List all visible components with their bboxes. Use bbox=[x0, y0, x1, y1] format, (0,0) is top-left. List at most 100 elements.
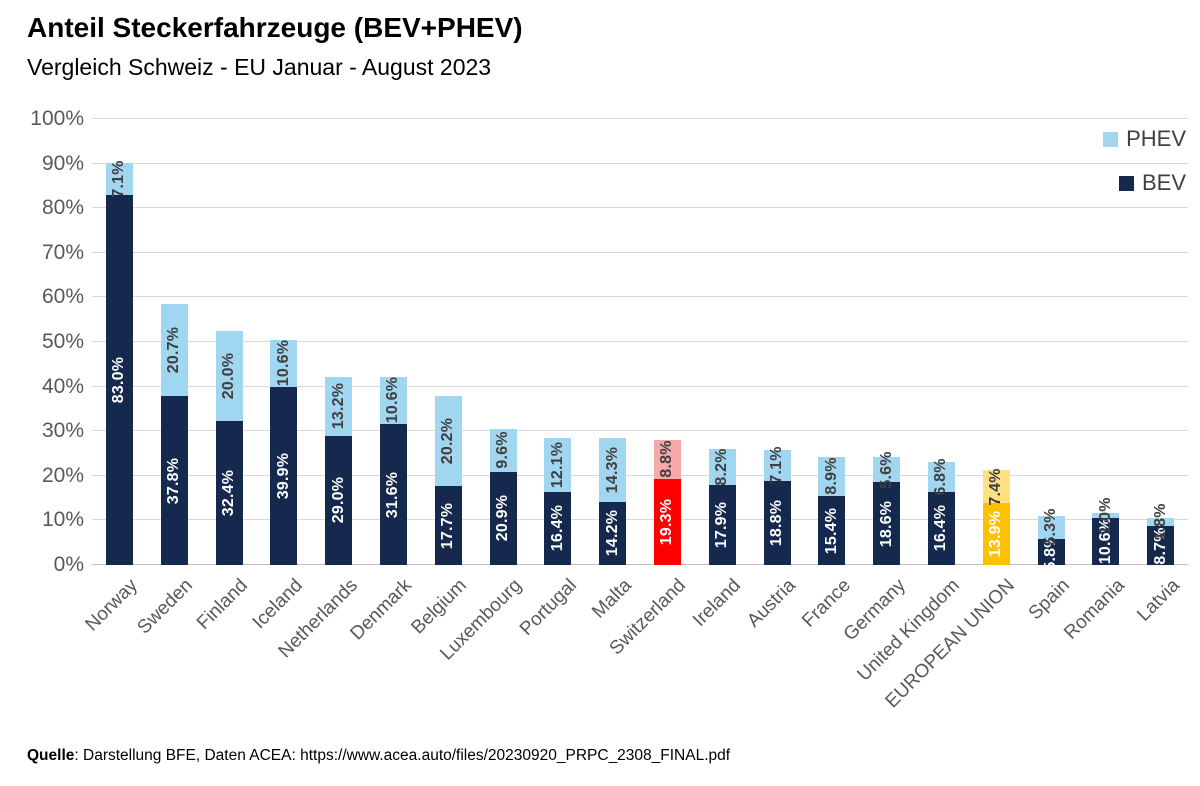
phev-segment: 20.0% bbox=[215, 331, 243, 421]
phev-value-label: 20.0% bbox=[220, 352, 237, 400]
bev-value-label: 18.6% bbox=[877, 500, 895, 547]
phev-segment: 9.6% bbox=[489, 428, 517, 472]
bar-latvia: 8.7% 1.8% bbox=[1147, 504, 1175, 565]
bar-malta: 14.2% 14.3% bbox=[599, 437, 627, 565]
bev-value-label: 19.3% bbox=[658, 498, 676, 546]
bev-value-label: 29.0% bbox=[329, 477, 347, 524]
phev-segment: 7.4% bbox=[982, 467, 1010, 506]
bev-value-label: 13.9% bbox=[987, 510, 1005, 558]
gridline-20 bbox=[92, 474, 1188, 476]
phev-segment: 12.1% bbox=[544, 437, 572, 492]
y-tick-label-30: 30% bbox=[41, 419, 84, 443]
bev-segment: 17.9% bbox=[708, 485, 736, 565]
bev-value-label: 18.8% bbox=[768, 499, 785, 547]
source-note: Quelle: Darstellung BFE, Daten ACEA: htt… bbox=[27, 747, 730, 765]
phev-segment: 5.3% bbox=[1037, 509, 1065, 546]
phev-segment: 8.9% bbox=[818, 456, 846, 497]
phev-value-label: 10.6% bbox=[274, 340, 292, 387]
bar-switzerland: 19.3% 8.8% bbox=[653, 439, 681, 565]
bev-swatch-icon bbox=[1118, 175, 1134, 191]
bev-segment: 18.6% bbox=[873, 482, 901, 565]
bev-value-label: 15.4% bbox=[822, 507, 840, 554]
phev-value-label: 7.1% bbox=[768, 446, 785, 484]
bar-united-kingdom: 16.4% 6.8% bbox=[927, 458, 955, 565]
bev-segment: 18.8% bbox=[763, 481, 791, 565]
bev-segment: 16.4% bbox=[544, 491, 572, 565]
y-tick-label-20: 20% bbox=[41, 463, 84, 487]
bar-germany: 18.6% 5.6% bbox=[873, 451, 901, 565]
bev-segment: 29.0% bbox=[325, 435, 353, 565]
gridline-80 bbox=[92, 207, 1188, 209]
phev-segment: 6.8% bbox=[927, 458, 955, 495]
bar-spain: 5.8% 5.3% bbox=[1037, 509, 1065, 571]
bar-finland: 32.4% 20.0% bbox=[215, 331, 243, 565]
phev-value-label: 13.2% bbox=[329, 383, 347, 430]
legend-label-bev: BEV bbox=[1141, 170, 1186, 195]
phev-value-label: 7.1% bbox=[110, 160, 128, 198]
bev-value-label: 37.8% bbox=[165, 457, 183, 504]
source-text: : Darstellung BFE, Daten ACEA: https://w… bbox=[74, 747, 731, 764]
phev-value-label: 6.8% bbox=[932, 458, 950, 496]
bar-romania: 10.6% 1.0% bbox=[1092, 497, 1120, 565]
phev-segment: 7.1% bbox=[105, 160, 133, 198]
bev-segment: 83.0% bbox=[105, 194, 133, 565]
bev-segment: 17.7% bbox=[434, 486, 462, 565]
bev-value-label: 32.4% bbox=[220, 469, 237, 516]
gridline-10 bbox=[92, 519, 1188, 521]
bar-luxembourg: 20.9% 9.6% bbox=[489, 428, 517, 565]
bev-segment: 32.4% bbox=[215, 420, 243, 565]
y-tick-label-50: 50% bbox=[41, 330, 84, 353]
phev-swatch-icon bbox=[1103, 131, 1119, 147]
phev-segment: 1.0% bbox=[1092, 497, 1120, 534]
bev-segment: 14.2% bbox=[599, 501, 627, 565]
bev-value-label: 20.9% bbox=[494, 495, 511, 542]
bev-value-label: 16.4% bbox=[932, 505, 950, 552]
phev-segment: 20.2% bbox=[434, 395, 462, 487]
bar-france: 15.4% 8.9% bbox=[818, 456, 846, 565]
phev-segment: 10.6% bbox=[270, 339, 298, 388]
phev-value-label: 8.2% bbox=[713, 448, 731, 486]
bev-segment: 19.3% bbox=[653, 478, 681, 565]
phev-value-label: 8.8% bbox=[658, 440, 676, 478]
phev-segment: 20.7% bbox=[160, 304, 188, 397]
y-tick-label-100: 100% bbox=[30, 107, 84, 130]
gridline-70 bbox=[92, 251, 1188, 253]
bev-segment: 10.6% bbox=[1092, 517, 1120, 565]
legend-label-phev: PHEV bbox=[1126, 126, 1186, 151]
gridline-40 bbox=[92, 385, 1188, 387]
y-tick-label-0: 0% bbox=[53, 553, 84, 576]
y-tick-label-40: 40% bbox=[41, 374, 84, 398]
phev-value-label: 7.4% bbox=[987, 467, 1005, 506]
bev-value-label: 17.9% bbox=[713, 501, 731, 549]
chart-title: Anteil Steckerfahrzeuge (BEV+PHEV) bbox=[27, 12, 523, 43]
bev-value-label: 83.0% bbox=[110, 356, 128, 404]
bev-value-label: 31.6% bbox=[384, 471, 402, 518]
bev-value-label: 16.4% bbox=[548, 505, 566, 552]
phev-value-label: 8.9% bbox=[822, 457, 840, 496]
phev-value-label: 20.2% bbox=[439, 417, 457, 465]
phev-segment: 10.6% bbox=[379, 376, 407, 425]
gridline-60 bbox=[92, 296, 1188, 298]
gridline-0 bbox=[92, 564, 1188, 565]
y-tick-label-80: 80% bbox=[41, 196, 84, 220]
legend-item-phev: PHEV bbox=[1103, 126, 1186, 152]
bev-segment: 39.9% bbox=[270, 387, 298, 565]
bar-european-union: 13.9% 7.4% bbox=[982, 467, 1010, 565]
phev-segment: 5.6% bbox=[873, 451, 901, 488]
y-tick-label-90: 90% bbox=[41, 151, 84, 175]
bar-iceland: 39.9% 10.6% bbox=[270, 339, 298, 565]
phev-segment: 14.3% bbox=[599, 437, 627, 502]
bar-belgium: 17.7% 20.2% bbox=[434, 395, 462, 565]
y-tick-label-10: 10% bbox=[41, 508, 84, 532]
bev-value-label: 39.9% bbox=[274, 452, 292, 500]
gridline-50 bbox=[92, 341, 1188, 342]
phev-value-label: 1.8% bbox=[1151, 503, 1169, 541]
bar-portugal: 16.4% 12.1% bbox=[544, 437, 572, 565]
bev-segment: 5.8% bbox=[1037, 533, 1065, 571]
phev-value-label: 5.6% bbox=[877, 450, 895, 489]
bev-segment: 20.9% bbox=[489, 471, 517, 565]
bev-segment: 15.4% bbox=[818, 496, 846, 565]
phev-value-label: 5.3% bbox=[1042, 508, 1059, 546]
bev-value-label: 14.2% bbox=[603, 510, 621, 557]
